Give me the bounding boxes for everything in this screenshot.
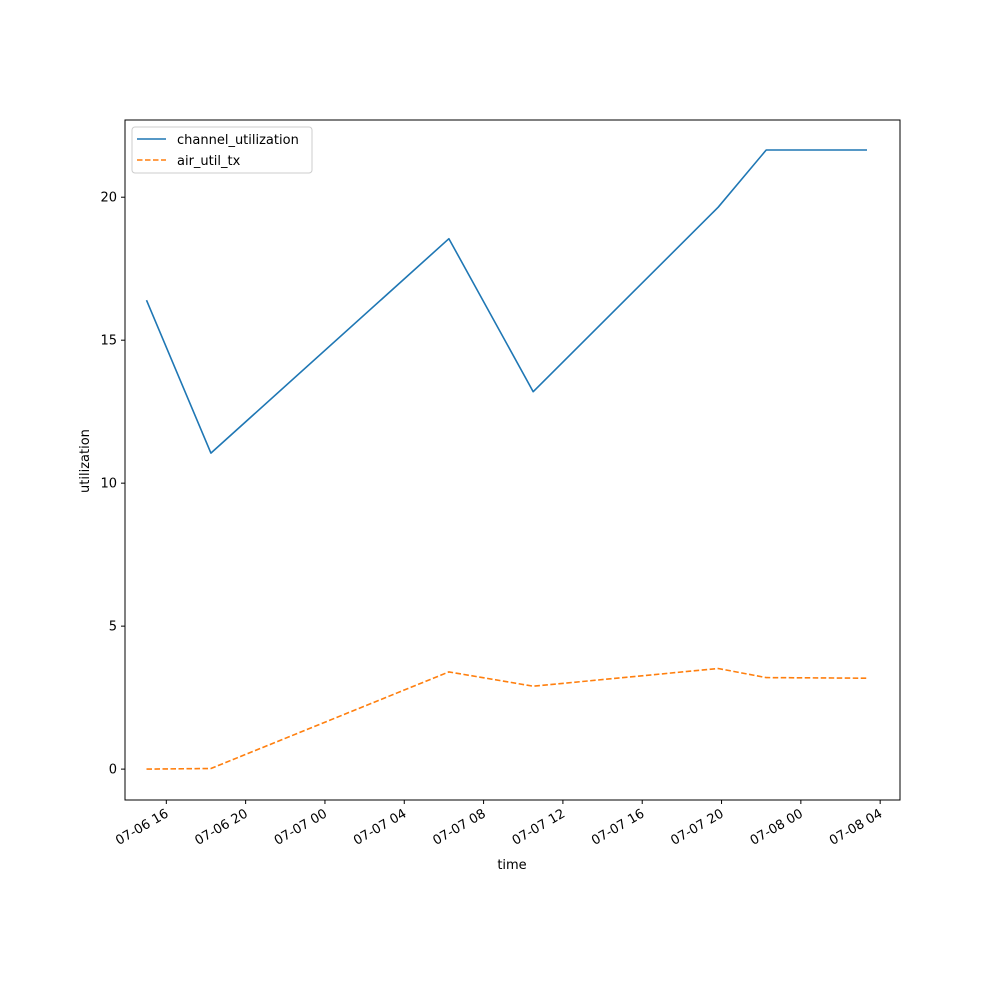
x-tick-label: 07-08 04 <box>827 806 885 848</box>
series-line-air-util-tx <box>146 667 868 770</box>
legend: channel_utilization air_util_tx <box>131 126 313 174</box>
series-line-channel-utilization <box>145 149 867 454</box>
legend-label-air-util-tx: air_util_tx <box>177 154 241 169</box>
legend-box <box>131 126 313 174</box>
x-tick-label: 07-07 12 <box>510 806 568 848</box>
plot-frame <box>124 119 901 801</box>
y-axis-label: utilization <box>78 429 93 493</box>
x-tick-label: 07-07 16 <box>589 806 647 848</box>
x-tick-label: 07-06 16 <box>113 806 171 848</box>
y-tick-label: 5 <box>109 620 117 635</box>
series-layer <box>145 149 868 770</box>
x-tick-label: 07-07 00 <box>272 806 330 848</box>
x-tick-label: 07-08 00 <box>748 806 806 848</box>
x-tick-label: 07-07 08 <box>430 806 488 848</box>
y-axis: 0 5 10 15 20 <box>100 191 125 778</box>
y-tick-label: 0 <box>109 763 117 778</box>
x-tick-label: 07-07 04 <box>351 806 409 848</box>
y-tick-label: 10 <box>100 477 117 492</box>
legend-label-channel-utilization: channel_utilization <box>177 133 299 148</box>
x-tick-label: 07-07 20 <box>668 806 726 848</box>
x-axis-label: time <box>497 858 526 873</box>
y-tick-label: 20 <box>100 191 117 206</box>
x-tick-label: 07-06 20 <box>193 806 251 848</box>
y-tick-label: 15 <box>100 334 117 349</box>
x-axis: 07-06 16 07-06 20 07-07 00 07-07 04 07-07 08… <box>113 800 885 849</box>
